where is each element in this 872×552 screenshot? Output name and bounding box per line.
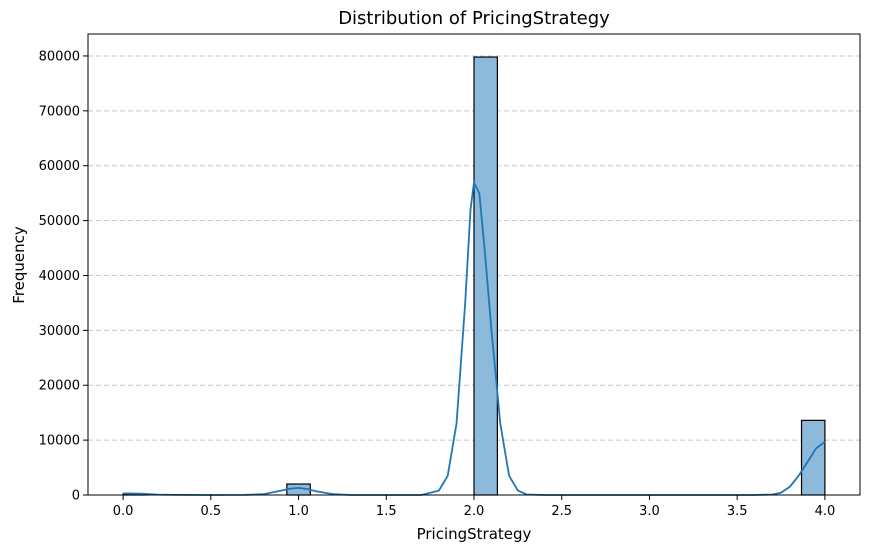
y-tick-label: 40000 [39,269,80,284]
y-tick-label: 60000 [39,159,80,174]
histogram-bars [122,56,826,496]
y-tick-label: 20000 [39,379,80,394]
y-axis-label: Frequency [10,226,28,304]
x-tick-label: 3.0 [639,504,660,519]
x-tick-label: 2.5 [551,504,572,519]
histogram-bar [473,56,498,496]
x-tick-label: 1.0 [288,504,309,519]
y-axis-ticks: 0 10000 20000 30000 40000 50000 60000 70000 8000… [39,49,88,504]
y-tick-label: 0 [72,489,80,504]
x-tick-label: 2.0 [464,504,485,519]
y-tick-label: 70000 [39,104,80,119]
y-tick-label: 30000 [39,324,80,339]
x-tick-label: 3.5 [727,504,748,519]
x-axis-label: PricingStrategy [417,525,532,543]
chart-title: Distribution of PricingStrategy [338,8,610,29]
y-tick-label: 10000 [39,434,80,449]
y-tick-label: 80000 [39,49,80,64]
x-tick-label: 0.5 [200,504,221,519]
x-tick-label: 4.0 [815,504,836,519]
x-tick-label: 0.0 [113,504,134,519]
histogram-bar [800,419,826,496]
x-tick-label: 1.5 [376,504,397,519]
y-tick-label: 50000 [39,214,80,229]
x-axis-ticks: 0.0 0.5 1.0 1.5 2.0 2.5 3.0 3.5 4.0 [113,495,836,519]
